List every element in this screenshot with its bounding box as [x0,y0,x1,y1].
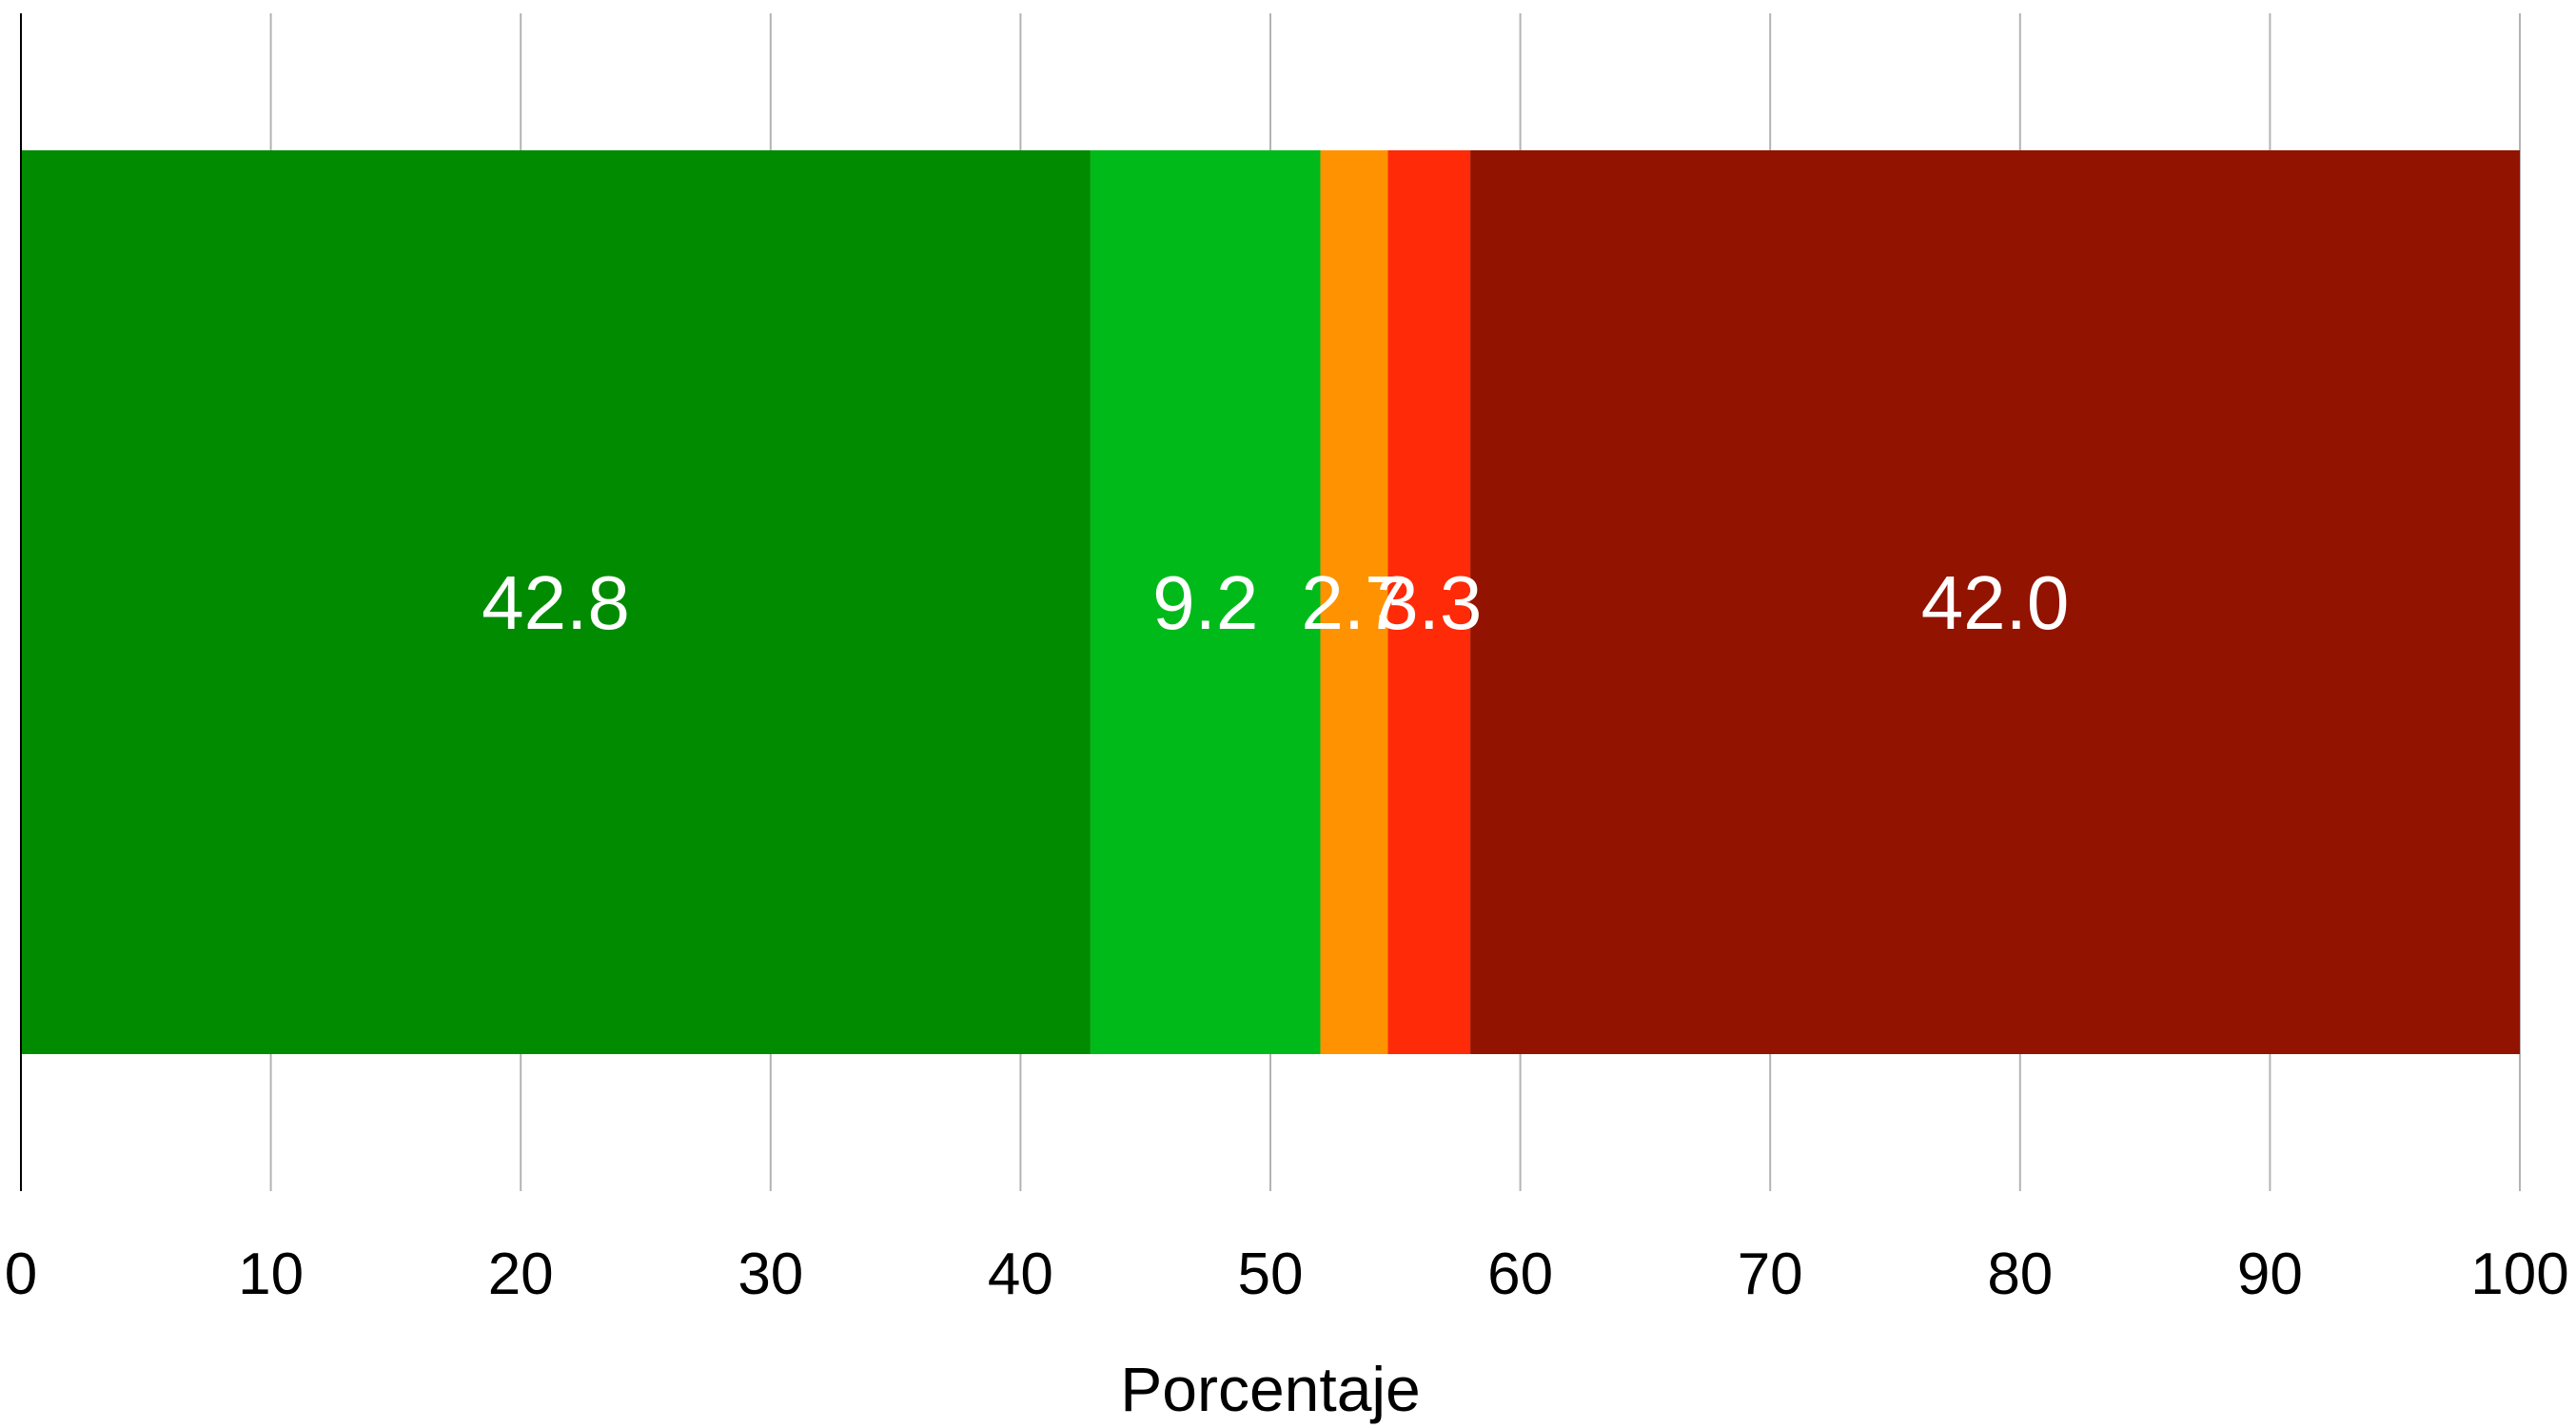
segment-value-label: 3.3 [1376,560,1482,645]
bar-segment [1320,150,1388,1054]
segment-value-label: 42.0 [1921,560,2070,645]
bar-segment [21,150,1091,1054]
x-tick-label: 30 [737,1242,803,1307]
segment-value-label: 2.7 [1301,560,1406,645]
x-tick-label: 20 [488,1242,554,1307]
bar-segment [1090,150,1321,1054]
segment-value-label: 42.8 [482,560,630,645]
x-tick-label: 0 [5,1242,37,1307]
x-tick-label: 50 [1238,1242,1304,1307]
segment-labels: 42.8 9.2 2.73.3 42.0 [482,560,2069,645]
x-tick-label: 90 [2237,1242,2303,1307]
bar-segment [1387,150,1471,1054]
bar-segment [1470,150,2520,1054]
x-tick-label: 40 [988,1242,1053,1307]
x-tick-label: 70 [1738,1242,1803,1307]
x-tick-label: 100 [2470,1242,2568,1307]
bar-segments [21,150,2520,1054]
x-tick-labels: 0 10 20 30 40 50 60 70 80 90 100 [5,1242,2569,1307]
x-tick-label: 10 [238,1242,304,1307]
x-tick-label: 60 [1487,1242,1553,1307]
x-axis-title: Porcentaje [1120,1354,1421,1424]
x-tick-label: 80 [1987,1242,2053,1307]
segment-value-label: 9.2 [1152,560,1258,645]
